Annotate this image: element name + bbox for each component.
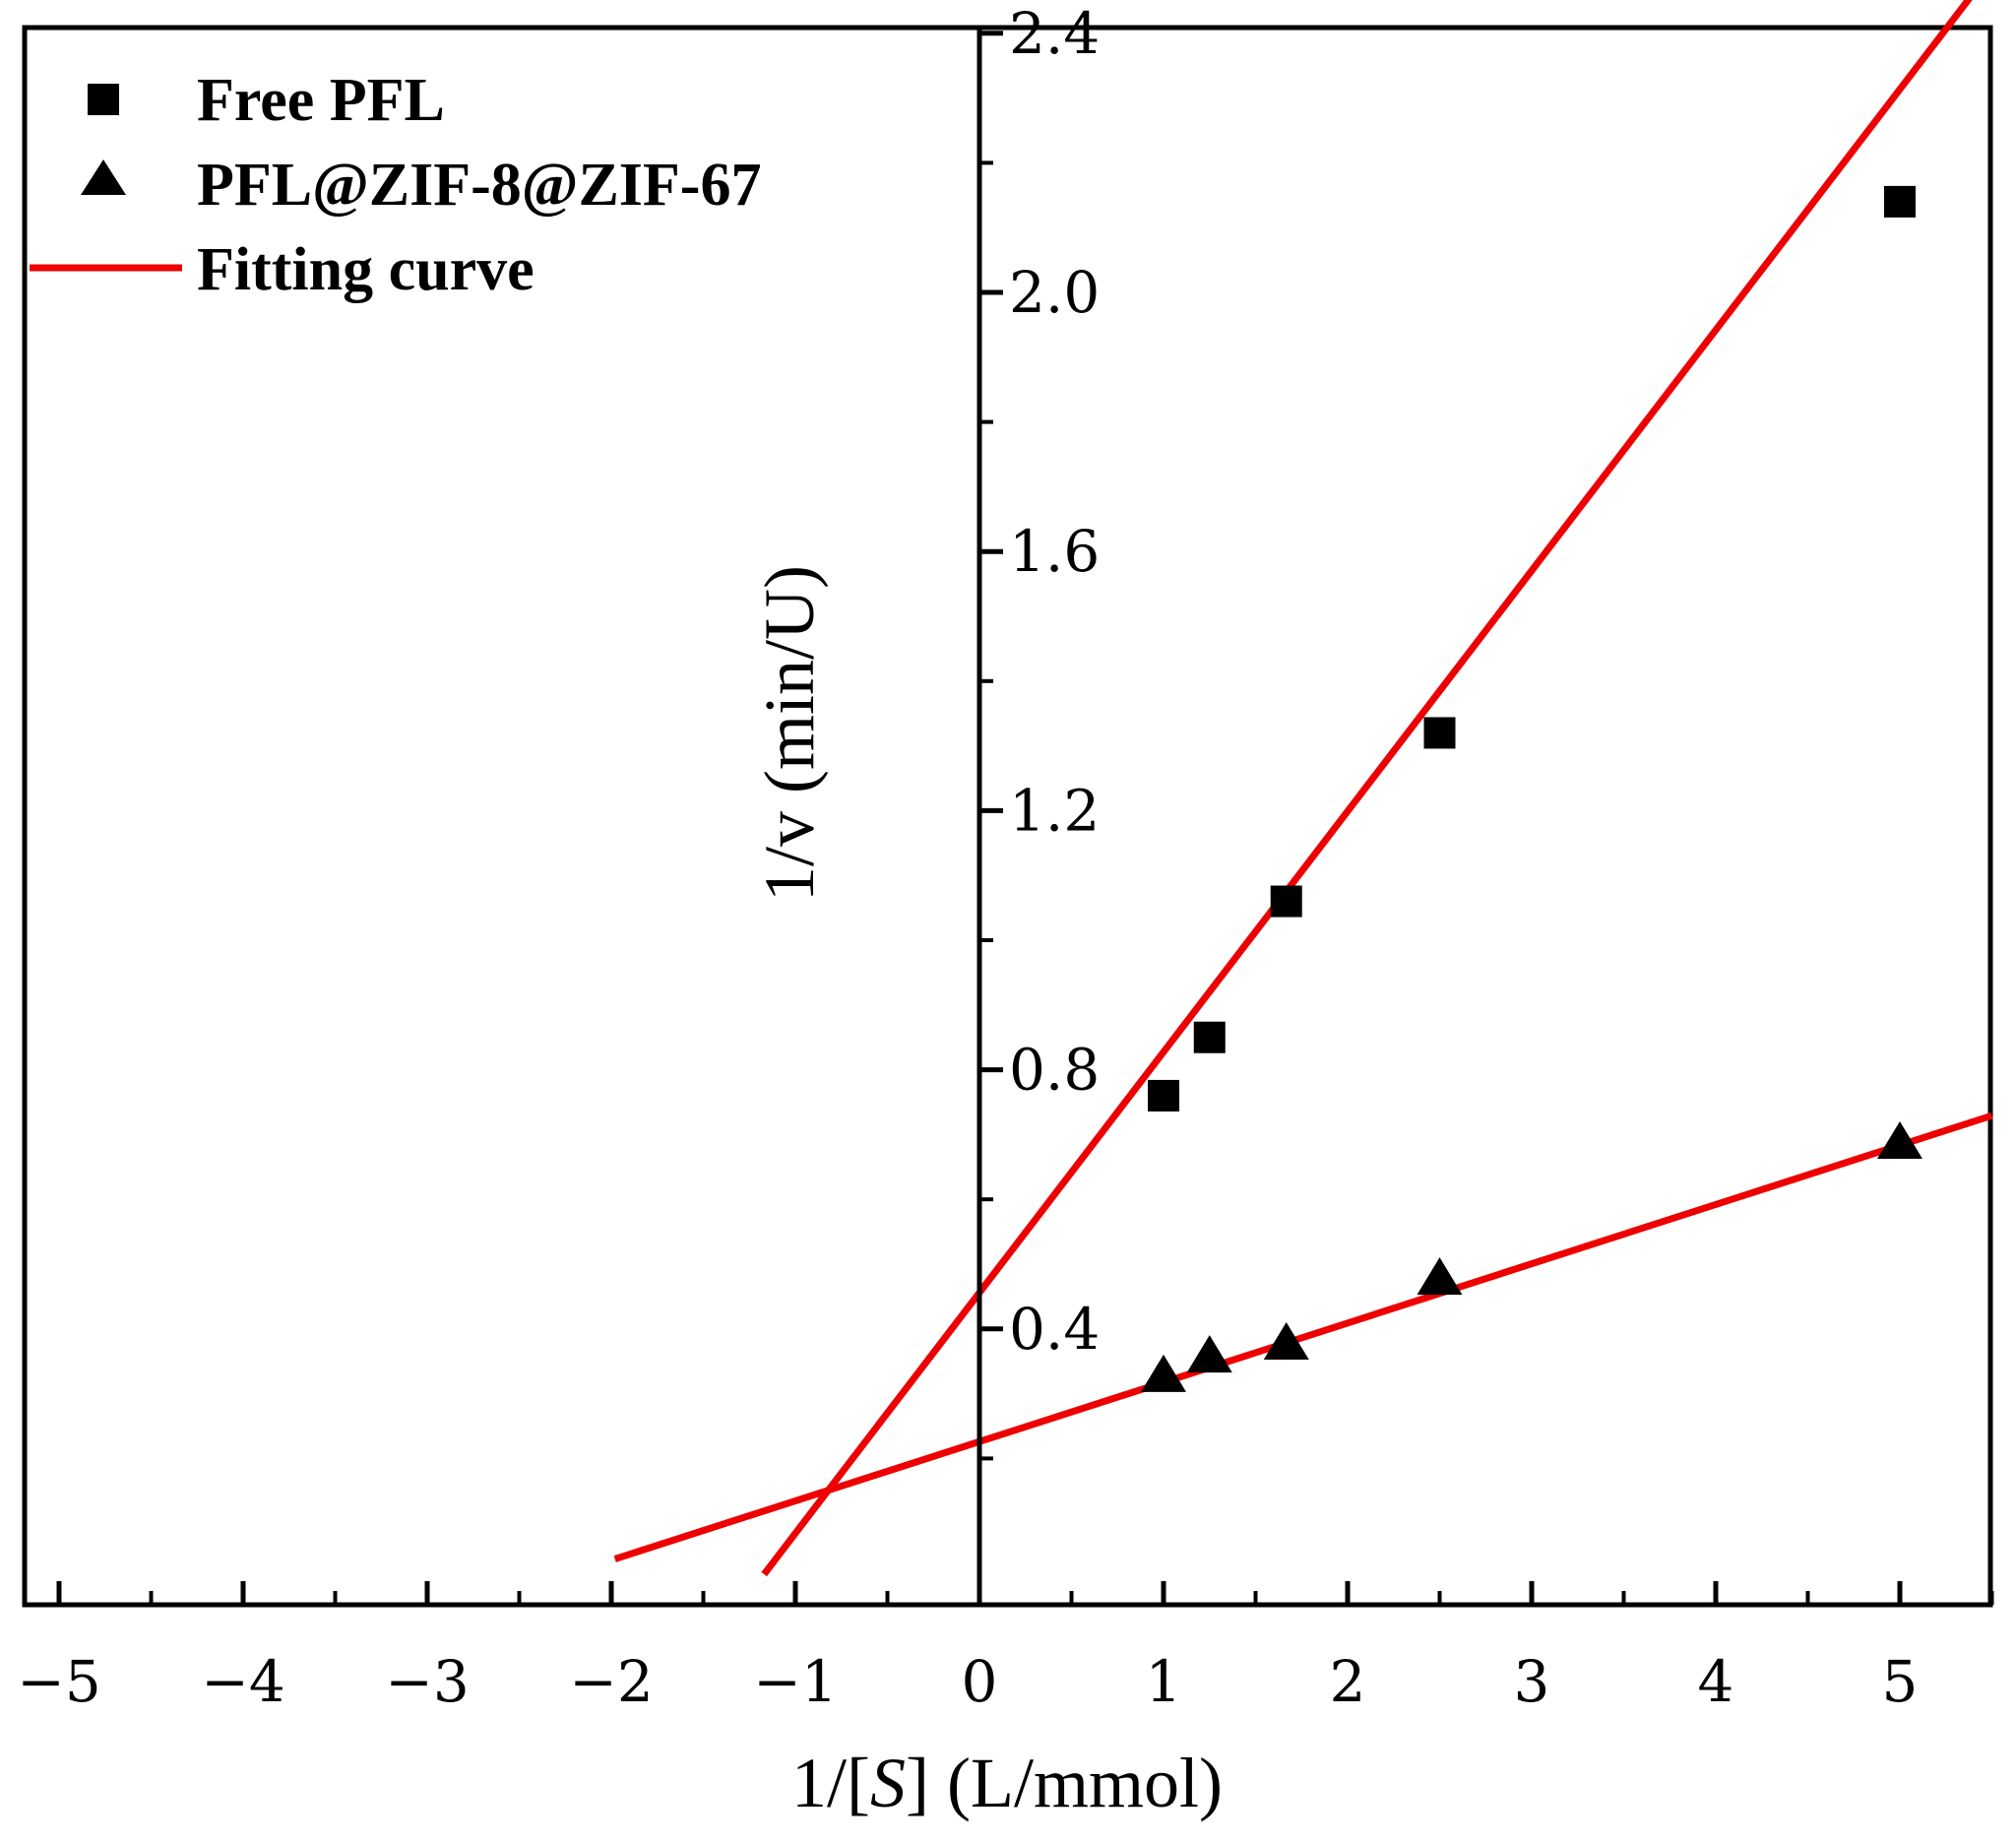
point-free-pfl-0 [1148, 1079, 1179, 1112]
y-tick-label-1-2: 1.2 [1009, 777, 1100, 844]
legend-label-free-pfl: Free PFL [197, 67, 445, 134]
y-tick-label-2-4: 2.4 [1009, 0, 1100, 67]
x-tick-label-0: 0 [962, 1648, 998, 1715]
y-axis: 0.4 0.8 1.2 1.6 2.0 2.4 [976, 0, 1100, 1605]
legend: Free PFL PFL@ZIF-8@ZIF-67 Fitting curve [30, 67, 761, 303]
legend-triangle-symbol [81, 159, 126, 195]
data-points [1141, 185, 1922, 1392]
y-axis-title: 1/v (min/U) [750, 565, 829, 902]
y-tick-label-0-8: 0.8 [1009, 1037, 1100, 1104]
x-tick-label-3: 3 [1514, 1648, 1550, 1715]
x-tick-label-4: −4 [201, 1648, 285, 1715]
fit-line-free-pfl [761, 0, 1973, 1577]
x-axis-title: 1/[S] (L/mmol) [791, 1744, 1223, 1822]
point-free-pfl-4 [1884, 185, 1916, 218]
y-tick-label-2-0: 2.0 [1009, 259, 1100, 326]
x-tick-label-3: −3 [385, 1648, 470, 1715]
y-tick-label-1-6: 1.6 [1009, 518, 1100, 585]
x-tick-label-1: 1 [1146, 1648, 1182, 1715]
fit-line-pfl-zif-8-zif-67 [613, 1112, 1993, 1562]
x-tick-label-2: −2 [569, 1648, 654, 1715]
point-free-pfl-3 [1423, 717, 1456, 749]
y-tick-label-0-4: 0.4 [1009, 1296, 1100, 1363]
legend-label-fitting-curve: Fitting curve [197, 236, 535, 303]
point-pfl-zif-8-zif-67-2 [1263, 1321, 1309, 1360]
fit-lines [613, 0, 1993, 1577]
x-tick-label-2: 2 [1330, 1648, 1366, 1715]
point-free-pfl-1 [1193, 1021, 1226, 1053]
x-tick-label-5: −5 [17, 1648, 101, 1715]
x-tick-label-4: 4 [1698, 1648, 1734, 1715]
plot-frame [22, 25, 1993, 1608]
point-pfl-zif-8-zif-67-3 [1417, 1257, 1463, 1296]
legend-label-pfl-zif: PFL@ZIF-8@ZIF-67 [197, 152, 761, 219]
point-pfl-zif-8-zif-67-1 [1186, 1335, 1232, 1373]
x-axis: −5 −4 −3 −2 −1 0 1 2 3 4 5 [17, 1581, 1994, 1715]
legend-square-symbol [88, 84, 119, 115]
point-pfl-zif-8-zif-67-0 [1141, 1354, 1186, 1392]
x-tick-label-1: −1 [753, 1648, 838, 1715]
x-tick-label-5: 5 [1882, 1648, 1919, 1715]
point-pfl-zif-8-zif-67-4 [1877, 1120, 1922, 1159]
point-free-pfl-2 [1270, 885, 1302, 918]
